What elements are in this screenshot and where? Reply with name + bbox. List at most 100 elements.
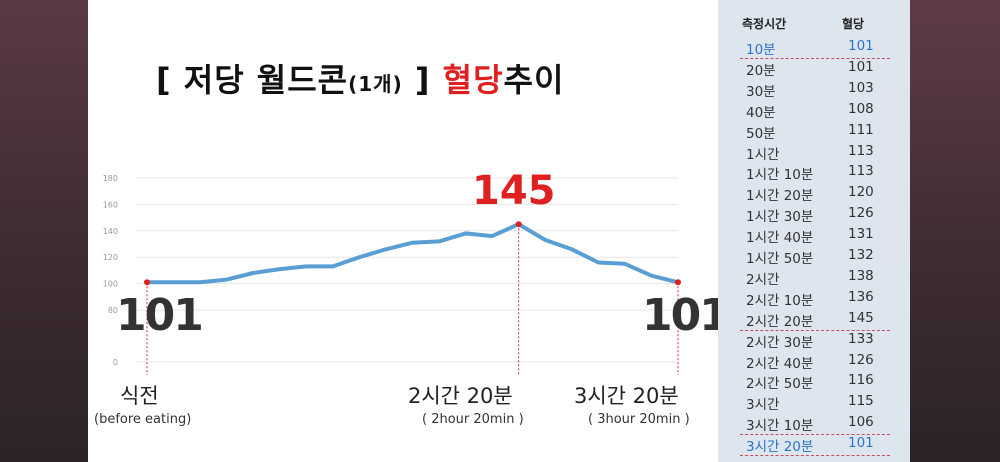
y-tick-label: 180 <box>103 174 118 183</box>
key-marker <box>515 221 522 228</box>
key-marker <box>144 279 150 286</box>
row-time: 20분 <box>746 62 776 79</box>
row-time: 1시간 10분 <box>746 167 814 184</box>
row-value: 113 <box>848 142 874 159</box>
row-time: 2시간 20분 <box>746 313 814 330</box>
start-value-label: 101 <box>116 290 204 341</box>
data-point <box>437 239 441 243</box>
y-tick-label: 160 <box>103 200 118 209</box>
row-value: 101 <box>848 38 874 54</box>
data-point <box>198 280 202 284</box>
row-value: 131 <box>848 226 874 243</box>
table-row: 2시간 20분 145 <box>718 308 910 330</box>
data-point <box>357 255 361 259</box>
end-value-label: 101 <box>642 290 730 341</box>
peak-value-label: 145 <box>472 168 556 214</box>
row-value: 101 <box>848 58 874 75</box>
row-time: 1시간 20분 <box>746 188 814 205</box>
row-value: 103 <box>848 79 874 96</box>
table-row: 30분 103 <box>718 78 910 100</box>
table-row: 1시간 10분 113 <box>718 161 910 184</box>
table-row: 10분 101 <box>718 36 910 58</box>
table-row: 2시간 10분 136 <box>718 287 910 309</box>
y-tick-label: 120 <box>103 253 118 262</box>
series-line <box>145 222 680 285</box>
table-row: 3시간 10분 106 <box>718 412 910 434</box>
data-point <box>331 264 335 268</box>
data-point <box>411 241 414 245</box>
row-time: 30분 <box>746 83 776 100</box>
data-point <box>596 260 600 264</box>
row-time: 1시간 <box>746 146 780 163</box>
row-value: 113 <box>848 163 874 180</box>
row-value: 126 <box>848 351 874 368</box>
row-time: 1시간 30분 <box>746 209 814 226</box>
row-time: 2시간 30분 <box>746 334 814 351</box>
row-value: 115 <box>848 393 874 410</box>
row-time: 3시간 20분 <box>746 439 814 456</box>
chart-panel: [ 저당 월드콘(1개) ] 혈당추이 0 80 100 120 140 160 180 1… <box>88 0 730 462</box>
key-marker <box>675 279 681 286</box>
background-left <box>0 0 88 462</box>
y-tick-label: 0 <box>113 358 118 367</box>
row-time: 1시간 40분 <box>746 230 814 247</box>
row-separator <box>740 57 890 59</box>
background-right <box>910 0 1000 462</box>
row-value: 111 <box>848 121 874 138</box>
data-point <box>623 262 627 266</box>
glucose-table: 측정시간 혈당 10분 101 20분 101 30분 103 40분 108 50분 111 1시… <box>718 0 910 462</box>
table-row: 2시간 40분 126 <box>718 350 910 372</box>
title-bracket-open: [ <box>156 61 172 99</box>
row-value: 106 <box>848 414 874 431</box>
table-row: 1시간 20분 120 <box>718 182 910 205</box>
table-row: 50분 111 <box>718 120 910 142</box>
data-point <box>304 264 308 268</box>
title-paren: (1개) <box>348 72 403 96</box>
table-row: 3시간 20분 101 <box>718 433 910 456</box>
start-x-sublabel: (before eating) <box>94 412 192 427</box>
row-value: 138 <box>848 267 874 284</box>
table-row: 3시간 115 <box>718 391 910 414</box>
data-point <box>251 271 255 275</box>
y-tick-label: 140 <box>103 227 118 236</box>
row-time: 10분 <box>746 42 776 58</box>
table-row: 1시간 113 <box>718 141 910 163</box>
chart-title: [ 저당 월드콘(1개) ] 혈당추이 <box>156 55 564 105</box>
table-row: 20분 101 <box>718 57 910 79</box>
row-time: 3시간 <box>746 397 780 414</box>
data-point <box>172 280 176 284</box>
peak-x-sublabel: ( 2hour 20min ) <box>422 412 524 427</box>
row-value: 101 <box>848 435 874 452</box>
table-row: 2시간 30분 133 <box>718 329 910 351</box>
peak-x-label: 2시간 20분 <box>408 384 513 408</box>
data-point <box>543 238 547 242</box>
table-header-value: 혈당 <box>842 17 865 31</box>
row-separator <box>740 329 890 331</box>
table-header-time: 측정시간 <box>742 17 787 31</box>
table-row: 40분 108 <box>718 99 910 121</box>
table-row: 2시간 50분 116 <box>718 370 910 393</box>
data-point <box>384 247 388 251</box>
data-point <box>225 278 229 282</box>
y-tick-label: 80 <box>108 306 118 315</box>
row-time: 2시간 10분 <box>746 292 814 309</box>
table-row: 1시간 30분 126 <box>718 203 910 226</box>
title-rest: 추이 <box>503 61 565 99</box>
table-row: 2시간 138 <box>718 266 910 288</box>
row-value: 132 <box>848 247 874 263</box>
title-red-part: 혈당 <box>442 61 504 99</box>
row-time: 40분 <box>746 104 776 121</box>
row-value: 126 <box>848 205 874 222</box>
row-time: 1시간 50분 <box>746 251 814 267</box>
row-time: 2시간 50분 <box>746 376 814 393</box>
row-time: 2시간 <box>746 271 780 288</box>
row-time: 50분 <box>746 125 776 142</box>
title-bracket-close: ] <box>414 61 431 99</box>
table-row: 1시간 50분 132 <box>718 245 910 267</box>
row-value: 120 <box>848 184 874 201</box>
table-row: 1시간 40분 131 <box>718 224 910 247</box>
data-point <box>570 247 574 251</box>
data-point <box>649 274 653 278</box>
row-time: 2시간 40분 <box>746 355 814 372</box>
row-value: 133 <box>848 330 874 347</box>
